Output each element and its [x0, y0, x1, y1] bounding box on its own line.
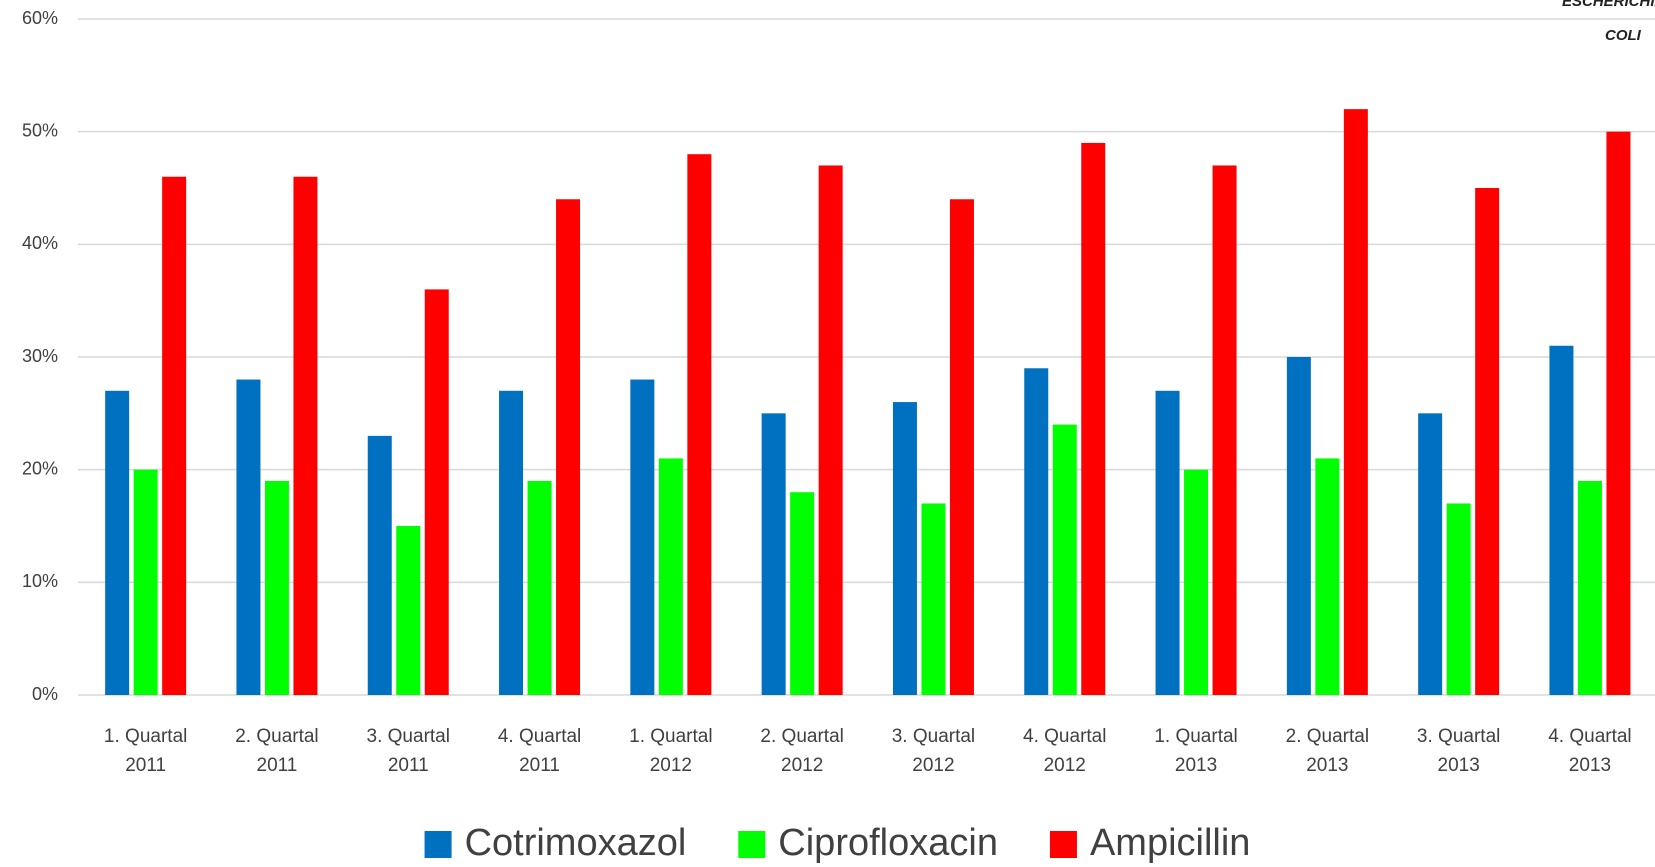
- x-tick-line: 1. Quartal: [629, 726, 712, 747]
- x-tick-label: 2. Quartal 2013: [1286, 726, 1369, 776]
- bar: [367, 435, 392, 695]
- bar: [162, 176, 187, 695]
- bar: [761, 413, 786, 695]
- bar: [1315, 458, 1340, 695]
- x-tick-line: 2011: [257, 755, 298, 776]
- bar: [424, 289, 449, 695]
- bar: [921, 503, 946, 695]
- bar: [949, 199, 974, 695]
- bar: [236, 379, 261, 695]
- x-tick-label: 4. Quartal 2012: [1023, 726, 1106, 776]
- x-tick-line: 2011: [125, 755, 166, 776]
- bar: [1549, 345, 1574, 695]
- x-tick-line: 2012: [781, 755, 823, 776]
- x-tick-line: 4. Quartal: [498, 726, 581, 747]
- y-tick-label: 60%: [22, 8, 58, 28]
- x-tick-line: 2012: [912, 755, 954, 776]
- bar: [1446, 503, 1471, 695]
- x-tick-line: 2013: [1306, 755, 1348, 776]
- bar: [396, 526, 421, 695]
- bar: [556, 199, 581, 695]
- x-tick-line: 3. Quartal: [367, 726, 450, 747]
- x-tick-line: 1. Quartal: [1154, 726, 1237, 747]
- bar: [892, 402, 917, 695]
- x-tick-line: 4. Quartal: [1548, 726, 1631, 747]
- x-tick-line: 3. Quartal: [1417, 726, 1500, 747]
- legend-label: Cotrimoxazol: [465, 822, 687, 864]
- bar: [264, 480, 289, 695]
- x-tick-line: 2. Quartal: [1286, 726, 1369, 747]
- y-tick-label: 0%: [32, 684, 58, 704]
- y-tick-label: 20%: [22, 458, 58, 478]
- bar: [499, 390, 524, 695]
- bar: [1024, 368, 1049, 695]
- bar: [1081, 142, 1106, 695]
- x-tick-label: 1. Quartal 2013: [1154, 726, 1237, 776]
- x-tick-label: 1. Quartal 2012: [629, 726, 712, 776]
- legend-swatch: [738, 831, 766, 858]
- y-tick-label: 10%: [22, 571, 58, 591]
- x-tick-label: 2. Quartal 2012: [760, 726, 843, 776]
- x-tick-line: 4. Quartal: [1023, 726, 1106, 747]
- x-tick-line: 2011: [388, 755, 429, 776]
- legend-label: Ciprofloxacin: [778, 822, 998, 864]
- x-tick-label: 4. Quartal 2011: [498, 726, 581, 776]
- bar: [1577, 480, 1602, 695]
- x-tick-line: 2011: [519, 755, 560, 776]
- bar: [630, 379, 655, 695]
- x-tick-line: 2. Quartal: [760, 726, 843, 747]
- bar: [105, 390, 130, 695]
- bar: [1212, 165, 1237, 695]
- legend-label: Ampicillin: [1090, 822, 1250, 864]
- y-tick-label: 50%: [22, 120, 58, 140]
- x-tick-label: 4. Quartal 2013: [1548, 726, 1631, 776]
- x-tick-line: 2013: [1569, 755, 1611, 776]
- x-tick-label: 3. Quartal 2012: [892, 726, 975, 776]
- x-tick-line: 3. Quartal: [892, 726, 975, 747]
- x-tick-line: 2. Quartal: [235, 726, 318, 747]
- annotation: COLI: [1605, 27, 1642, 44]
- x-tick-line: 1. Quartal: [104, 726, 187, 747]
- x-tick-label: 2. Quartal 2011: [235, 726, 318, 776]
- bar: [658, 458, 683, 695]
- x-tick-line: 2012: [650, 755, 692, 776]
- bar: [293, 176, 318, 695]
- bar: [1184, 469, 1209, 695]
- annotation: ESCHERICHIA: [1562, 0, 1655, 10]
- legend-swatch: [424, 831, 452, 858]
- bar: [1286, 357, 1311, 695]
- bar: [1052, 424, 1077, 695]
- bar: [527, 480, 552, 695]
- bar: [687, 154, 712, 695]
- y-tick-label: 30%: [22, 346, 58, 366]
- legend-swatch: [1049, 831, 1077, 858]
- bar: [1343, 109, 1368, 696]
- bar: [1155, 390, 1180, 695]
- bar: [1418, 413, 1443, 695]
- x-tick-label: 3. Quartal 2013: [1417, 726, 1500, 776]
- x-tick-label: 3. Quartal 2011: [367, 726, 450, 776]
- bar: [818, 165, 843, 695]
- x-tick-label: 1. Quartal 2011: [104, 726, 187, 776]
- x-tick-line: 2012: [1044, 755, 1086, 776]
- bar: [790, 492, 815, 695]
- bar: [1606, 131, 1631, 695]
- x-tick-line: 2013: [1175, 755, 1217, 776]
- x-tick-line: 2013: [1438, 755, 1480, 776]
- bar: [133, 469, 158, 695]
- bar: [1475, 188, 1500, 695]
- y-tick-label: 40%: [22, 233, 58, 253]
